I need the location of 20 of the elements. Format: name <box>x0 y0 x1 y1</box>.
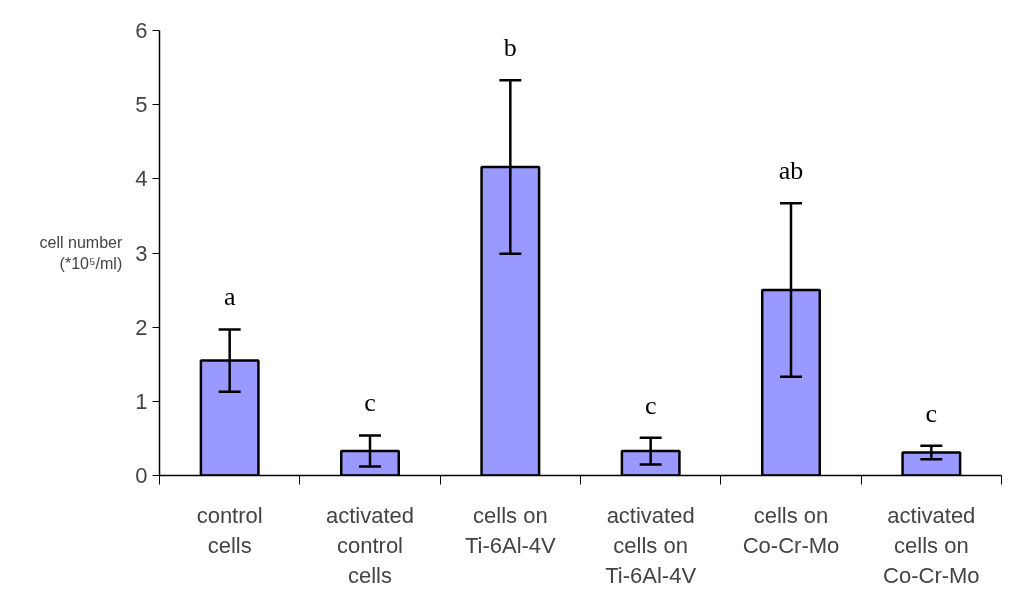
x-tick-label: control cells <box>196 502 263 558</box>
y-tick-label: 3 <box>135 240 148 266</box>
annotation: c <box>925 398 938 428</box>
y-tick-label: 2 <box>135 314 148 340</box>
annotation: ab <box>778 156 804 186</box>
y-tick-label: 0 <box>135 463 148 488</box>
y-tick-label: 4 <box>135 166 148 192</box>
x-tick-label: activated cells on Ti-6Al-4V <box>605 502 697 588</box>
annotation: c <box>364 388 376 418</box>
y-tick-label: 5 <box>135 92 148 118</box>
y-tick-label: 6 <box>135 18 148 43</box>
annotation: a <box>223 282 236 312</box>
x-tick-label: activated cells on Co-Cr-Mo <box>883 502 980 588</box>
x-tick-label: activated control cells <box>325 502 415 588</box>
annotation: b <box>503 33 517 63</box>
x-tick-label: cells on Co-Cr-Mo <box>742 502 840 558</box>
annotation: c <box>644 390 657 420</box>
y-tick-label: 1 <box>135 388 148 414</box>
x-tick-label: cells on Ti-6Al-4V <box>464 502 557 558</box>
y-axis-title: cell number (*10⁵/ml) <box>39 234 123 272</box>
